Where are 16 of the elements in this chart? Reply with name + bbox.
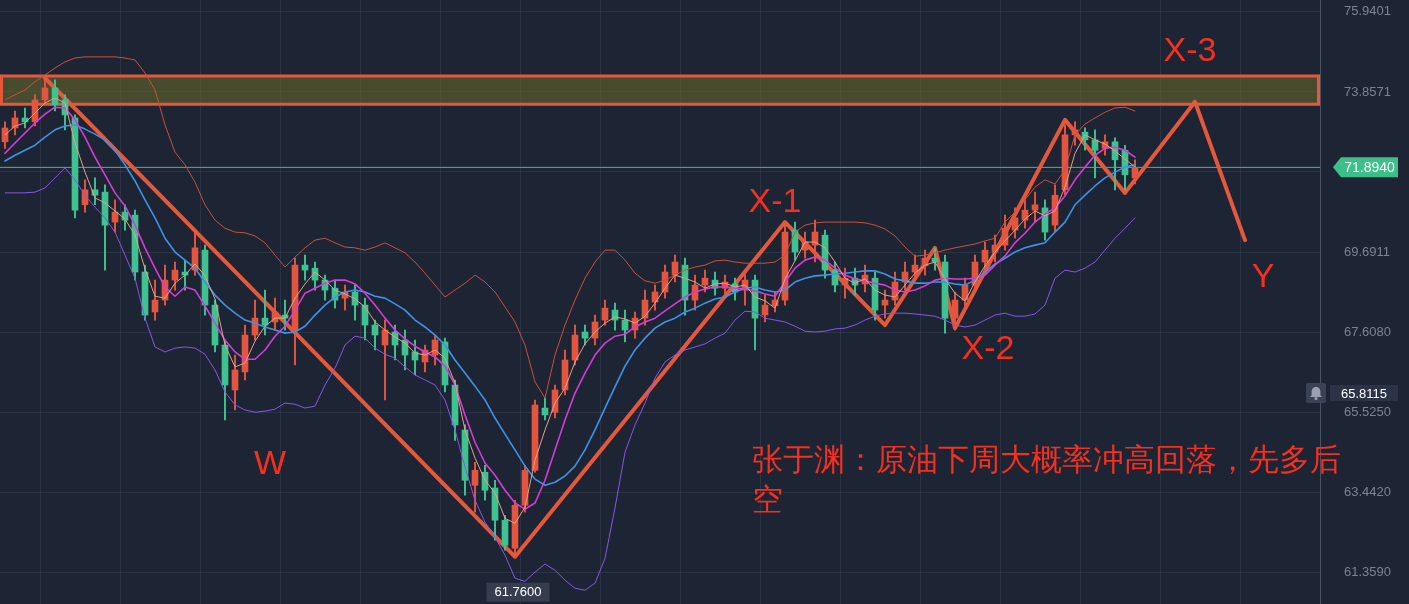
annotation: X-3 [1163,30,1217,69]
y-tick-label: 63.4420 [1344,483,1391,499]
y-tick-label: 65.5250 [1344,403,1391,419]
annotation: 61.7600 [494,584,542,600]
annotation: Y [1251,256,1275,295]
y-tick-label: 67.6080 [1344,323,1391,339]
annotation: W [253,443,287,482]
annotation: 张于渊：原油下周大概率冲高回落，先多后空 [752,441,1341,517]
text: 65.8115 [1340,385,1388,401]
ref-line-label: 71.8940 [1344,159,1396,176]
annotation: X-1 [748,181,802,220]
annotation: X-2 [961,328,1015,367]
y-tick-label: 73.8571 [1344,83,1391,99]
y-tick-label: 61.3590 [1344,563,1391,579]
y-tick-label: 69.6911 [1344,243,1391,259]
y-tick-label: 75.9401 [1344,3,1391,19]
